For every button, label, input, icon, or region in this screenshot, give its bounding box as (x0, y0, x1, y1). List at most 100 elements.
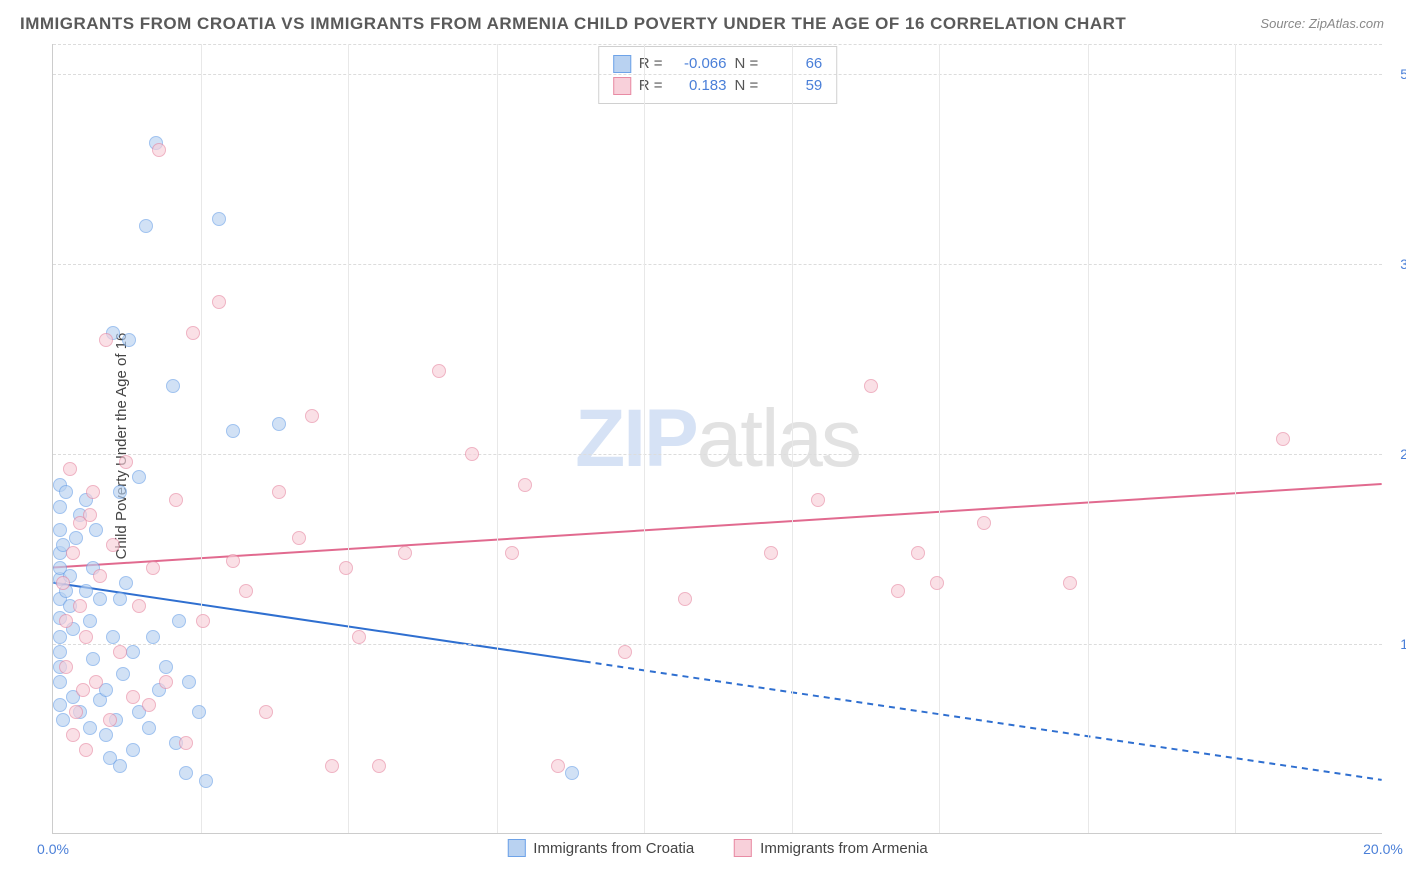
data-point-armenia (63, 462, 77, 476)
data-point-armenia (811, 493, 825, 507)
n-value-croatia: 66 (766, 53, 822, 75)
data-point-croatia (212, 212, 226, 226)
watermark: ZIPatlas (575, 392, 860, 486)
data-point-armenia (432, 364, 446, 378)
data-point-armenia (226, 554, 240, 568)
data-point-croatia (53, 675, 67, 689)
data-point-armenia (66, 728, 80, 742)
data-point-croatia (56, 713, 70, 727)
data-point-croatia (113, 592, 127, 606)
legend-item-armenia: Immigrants from Armenia (734, 839, 928, 857)
gridline-h (53, 264, 1382, 265)
gridline-v (644, 44, 645, 833)
data-point-armenia (73, 599, 87, 613)
data-point-armenia (618, 645, 632, 659)
data-point-armenia (551, 759, 565, 773)
data-point-croatia (182, 675, 196, 689)
data-point-armenia (146, 561, 160, 575)
data-point-armenia (66, 546, 80, 560)
data-point-armenia (79, 743, 93, 757)
data-point-croatia (106, 630, 120, 644)
data-point-croatia (79, 584, 93, 598)
data-point-armenia (142, 698, 156, 712)
r-label: R = (639, 75, 663, 97)
data-point-croatia (126, 743, 140, 757)
data-point-armenia (56, 576, 70, 590)
data-point-croatia (199, 774, 213, 788)
data-point-armenia (352, 630, 366, 644)
n-label: N = (735, 53, 759, 75)
data-point-armenia (106, 538, 120, 552)
x-tick-label: 0.0% (37, 841, 69, 857)
data-point-armenia (864, 379, 878, 393)
data-point-croatia (53, 523, 67, 537)
data-point-croatia (146, 630, 160, 644)
chart-title: IMMIGRANTS FROM CROATIA VS IMMIGRANTS FR… (20, 14, 1126, 34)
data-point-armenia (977, 516, 991, 530)
data-point-armenia (272, 485, 286, 499)
data-point-croatia (119, 576, 133, 590)
data-point-croatia (166, 379, 180, 393)
n-value-armenia: 59 (766, 75, 822, 97)
gridline-h (53, 454, 1382, 455)
data-point-croatia (99, 728, 113, 742)
data-point-croatia (69, 531, 83, 545)
gridline-h (53, 44, 1382, 45)
data-point-armenia (113, 645, 127, 659)
data-point-armenia (169, 493, 183, 507)
data-point-armenia (99, 333, 113, 347)
data-point-armenia (678, 592, 692, 606)
data-point-armenia (186, 326, 200, 340)
swatch-armenia (734, 839, 752, 857)
data-point-armenia (76, 683, 90, 697)
swatch-croatia (613, 55, 631, 73)
data-point-armenia (132, 599, 146, 613)
legend-item-croatia: Immigrants from Croatia (507, 839, 694, 857)
swatch-croatia (507, 839, 525, 857)
data-point-croatia (113, 759, 127, 773)
data-point-croatia (122, 333, 136, 347)
gridline-v (348, 44, 349, 833)
data-point-armenia (93, 569, 107, 583)
data-point-armenia (764, 546, 778, 560)
data-point-croatia (192, 705, 206, 719)
data-point-armenia (259, 705, 273, 719)
data-point-armenia (86, 485, 100, 499)
gridline-h (53, 74, 1382, 75)
data-point-croatia (53, 500, 67, 514)
r-value-armenia: 0.183 (671, 75, 727, 97)
data-point-armenia (465, 447, 479, 461)
legend-label-croatia: Immigrants from Croatia (533, 840, 694, 857)
data-point-croatia (113, 485, 127, 499)
y-tick-label: 50.0% (1385, 66, 1406, 82)
trend-line (53, 484, 1381, 567)
data-point-armenia (305, 409, 319, 423)
data-point-croatia (83, 721, 97, 735)
n-label: N = (735, 75, 759, 97)
gridline-h (53, 644, 1382, 645)
x-tick-label: 20.0% (1363, 841, 1403, 857)
data-point-croatia (53, 645, 67, 659)
data-point-armenia (372, 759, 386, 773)
gridline-v (497, 44, 498, 833)
data-point-armenia (103, 713, 117, 727)
data-point-armenia (325, 759, 339, 773)
data-point-armenia (159, 675, 173, 689)
source-value: ZipAtlas.com (1309, 16, 1384, 31)
data-point-croatia (89, 523, 103, 537)
y-tick-label: 37.5% (1385, 256, 1406, 272)
legend-label-armenia: Immigrants from Armenia (760, 840, 928, 857)
data-point-armenia (179, 736, 193, 750)
data-point-croatia (93, 592, 107, 606)
data-point-armenia (1276, 432, 1290, 446)
plot-area: ZIPatlas R = -0.066 N = 66 R = 0.183 N =… (52, 44, 1382, 834)
data-point-armenia (83, 508, 97, 522)
gridline-v (1088, 44, 1089, 833)
watermark-atlas: atlas (697, 393, 860, 484)
data-point-armenia (212, 295, 226, 309)
data-point-croatia (179, 766, 193, 780)
trend-line (585, 662, 1382, 780)
data-point-croatia (159, 660, 173, 674)
data-point-armenia (239, 584, 253, 598)
data-point-croatia (116, 667, 130, 681)
